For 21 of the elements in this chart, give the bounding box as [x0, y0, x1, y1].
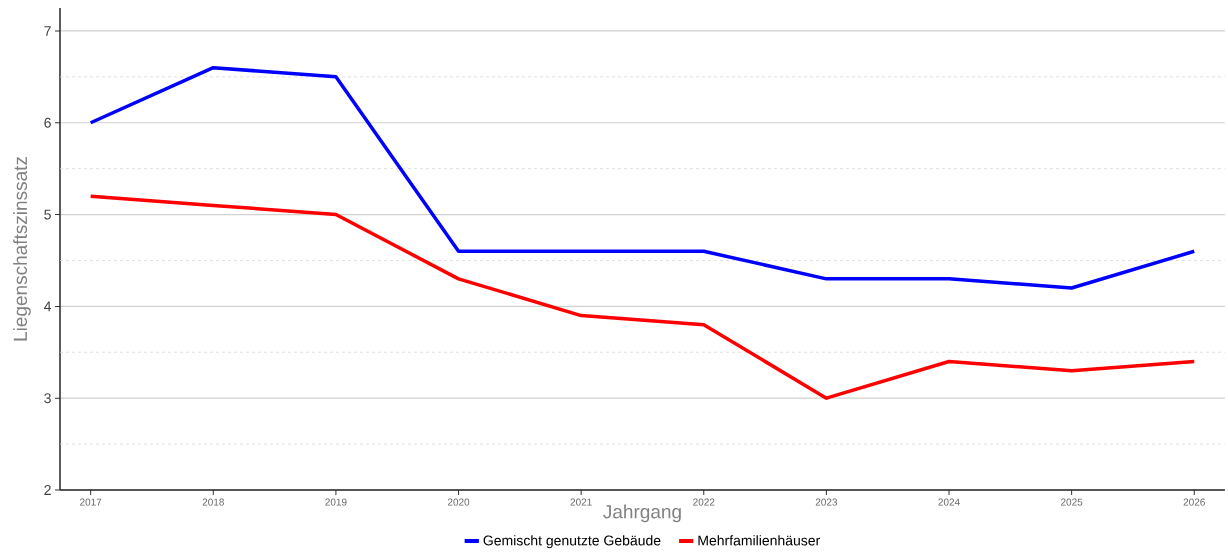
- y-tick-label: 2: [44, 485, 51, 495]
- x-tick-label: 2024: [938, 498, 960, 506]
- y-tick-label: 5: [44, 209, 51, 220]
- y-axis-title: Liegenschaftszinssatz: [13, 157, 31, 341]
- x-tick-label: 2026: [1183, 498, 1205, 506]
- y-tick-label: 3: [44, 393, 51, 404]
- y-tick-label: 6: [44, 117, 51, 128]
- legend-label: Mehrfamilienhäuser: [698, 535, 821, 546]
- x-axis-title: Jahrgang: [603, 504, 681, 523]
- x-tick-label: 2023: [815, 498, 838, 506]
- x-tick-label: 2025: [1061, 498, 1083, 506]
- x-tick-label: 2020: [447, 498, 470, 506]
- line-series: [88, 194, 1196, 400]
- x-tick-label: 2022: [693, 498, 715, 506]
- x-tick-label: 2017: [80, 498, 102, 506]
- x-tick-label: 2021: [570, 498, 592, 506]
- legend-label: Gemischt genutzte Gebäude: [483, 535, 661, 549]
- y-tick-label: 7: [44, 26, 51, 36]
- x-tick-label: 2019: [325, 498, 347, 506]
- y-tick-label: 4: [44, 301, 52, 312]
- x-tick-label: 2018: [202, 498, 224, 506]
